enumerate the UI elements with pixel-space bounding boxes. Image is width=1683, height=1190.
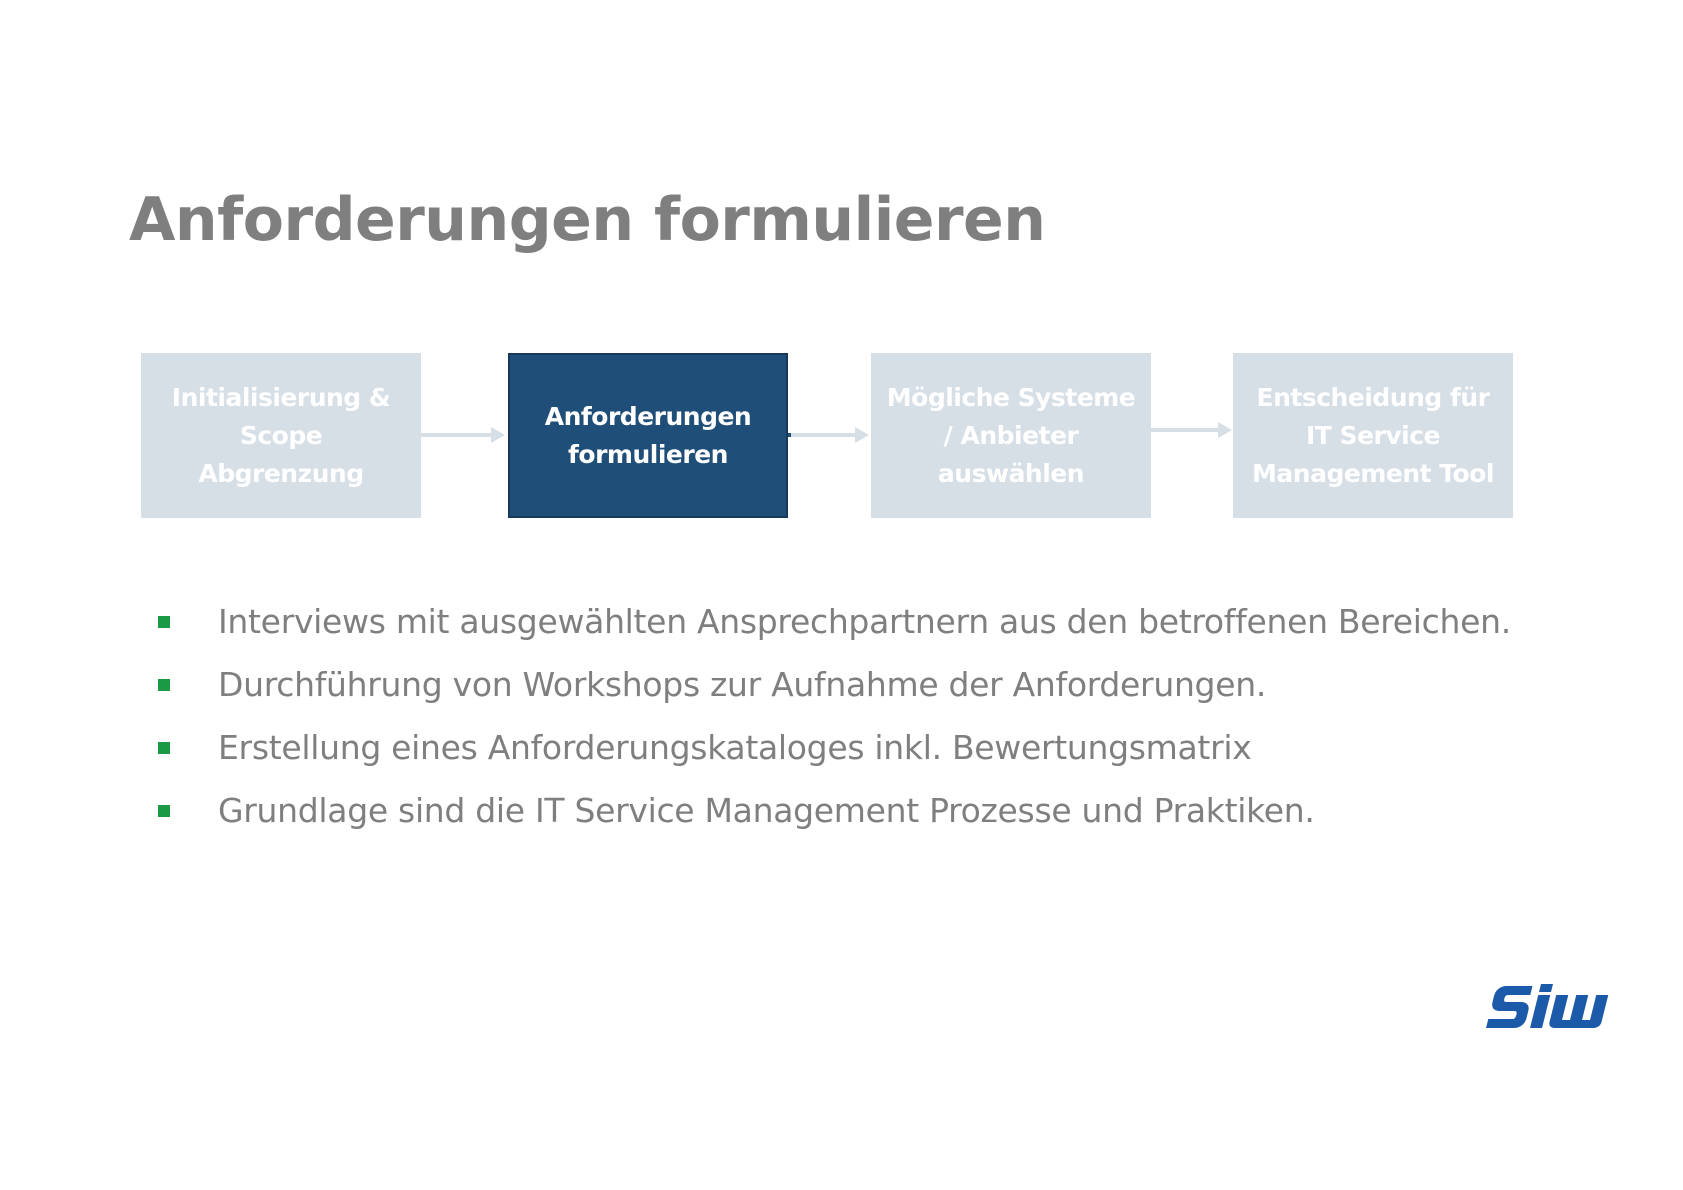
connector-line <box>1151 428 1227 432</box>
arrow-right-icon <box>1218 422 1232 438</box>
arrow-right-icon <box>855 427 869 443</box>
square-bullet-icon <box>158 805 170 817</box>
list-item: Durchführung von Workshops zur Aufnahme … <box>156 663 1511 726</box>
arrow-right-icon <box>491 427 505 443</box>
process-step-label: formulieren <box>568 439 728 469</box>
list-item-text: Durchführung von Workshops zur Aufnahme … <box>218 665 1267 704</box>
square-bullet-icon <box>158 742 170 754</box>
process-step-initialisierung: Initialisierung & Scope Abgrenzung <box>141 353 421 518</box>
process-step-label: Mögliche Systeme <box>886 382 1136 412</box>
process-step-label: / Anbieter <box>943 420 1079 450</box>
list-item: Grundlage sind die IT Service Management… <box>156 789 1511 852</box>
process-step-label: Anforderungen <box>544 401 752 431</box>
process-step-label: Initialisierung & <box>171 382 391 412</box>
connector-line <box>421 433 493 437</box>
siw-logo <box>1486 984 1609 1028</box>
connector-line <box>788 433 864 437</box>
process-step-label: auswählen <box>937 458 1085 488</box>
list-item: Erstellung eines Anforderungskataloges i… <box>156 726 1511 789</box>
process-step-label: Entscheidung für <box>1256 382 1490 412</box>
process-step-label: Management Tool <box>1252 458 1494 488</box>
list-item-text: Erstellung eines Anforderungskataloges i… <box>218 728 1252 767</box>
process-step-anforderungen-active: Anforderungen formulieren <box>508 353 788 518</box>
process-step-label: Scope <box>239 420 323 450</box>
list-item: Interviews mit ausgewählten Ansprechpart… <box>156 600 1511 663</box>
list-item-text: Grundlage sind die IT Service Management… <box>218 791 1315 830</box>
square-bullet-icon <box>158 616 170 628</box>
process-step-systeme: Mögliche Systeme / Anbieter auswählen <box>871 353 1151 518</box>
process-step-entscheidung: Entscheidung für IT Service Management T… <box>1233 353 1513 518</box>
bullet-list: Interviews mit ausgewählten Ansprechpart… <box>156 600 1511 852</box>
process-step-label: Abgrenzung <box>198 458 364 488</box>
page-title: Anforderungen formulieren <box>129 185 1046 255</box>
square-bullet-icon <box>158 679 170 691</box>
process-step-label: IT Service <box>1306 420 1441 450</box>
list-item-text: Interviews mit ausgewählten Ansprechpart… <box>218 602 1511 641</box>
